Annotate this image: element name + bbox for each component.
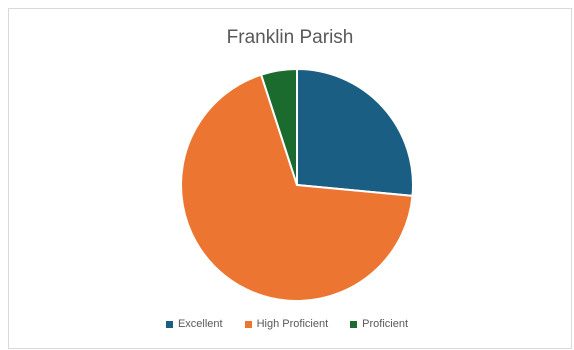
- legend-swatch: [165, 320, 173, 328]
- pie-slice-excellent: [296, 67, 414, 198]
- legend-label: Proficient: [362, 318, 409, 330]
- pie-slices: [180, 67, 414, 302]
- pie-slice-proficient: [259, 67, 298, 186]
- legend-swatch: [244, 320, 252, 328]
- legend-swatch: [350, 320, 358, 328]
- legend: Excellent High Proficient Proficient: [0, 318, 574, 330]
- pie-slice-high-proficient: [180, 73, 414, 302]
- chart-title: Franklin Parish: [226, 27, 354, 48]
- legend-label: High Proficient: [256, 318, 329, 330]
- legend-item-excellent: Excellent: [165, 318, 223, 330]
- legend-item-proficient: Proficient: [350, 318, 408, 330]
- legend-label: Excellent: [177, 318, 223, 330]
- legend-item-high-proficient: High Proficient: [244, 318, 329, 330]
